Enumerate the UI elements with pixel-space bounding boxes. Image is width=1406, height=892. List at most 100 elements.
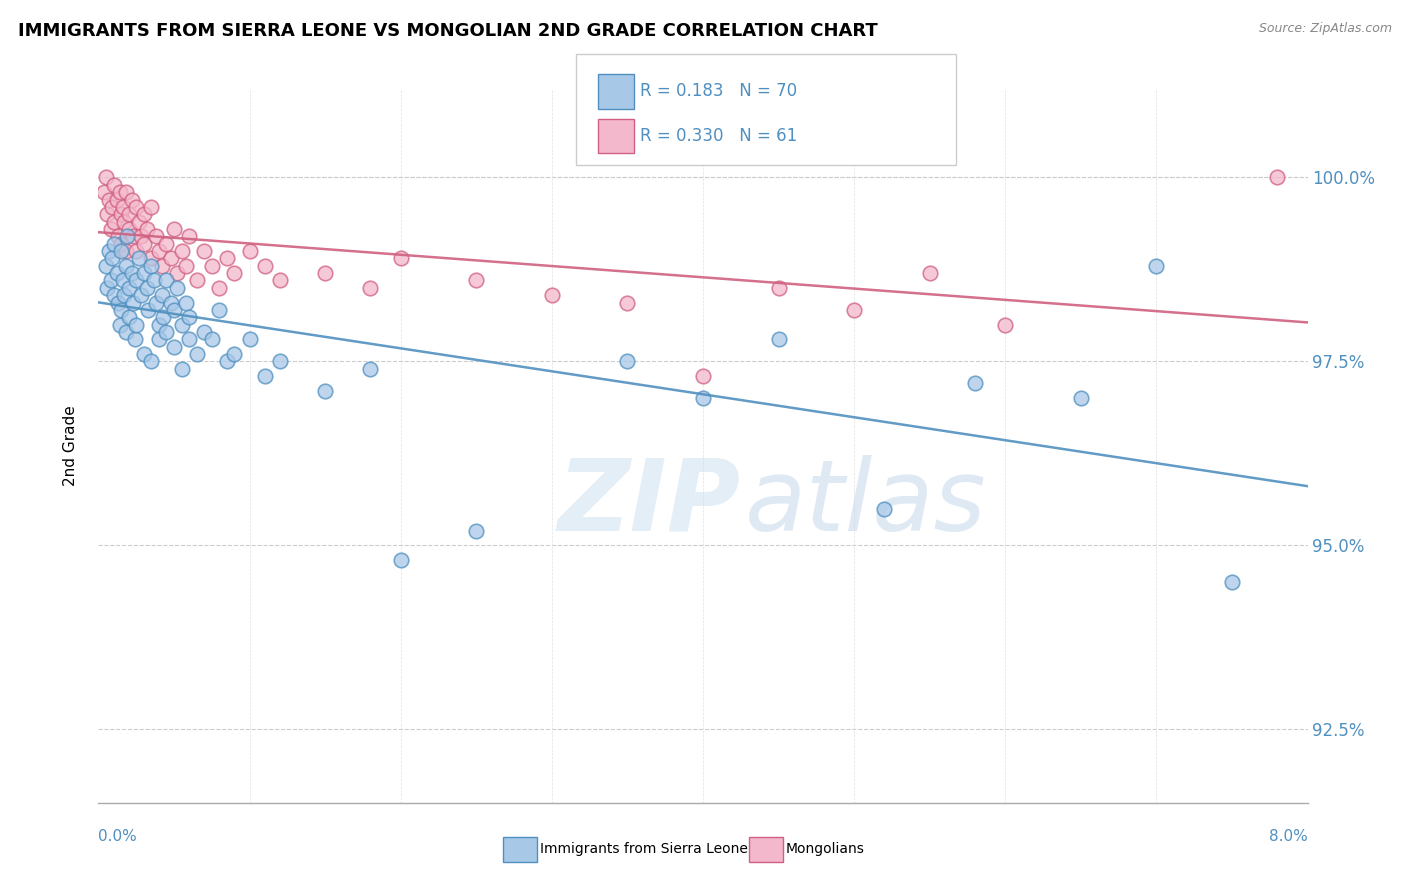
Point (150, 288, 173, 302)
Point (132, 347, 155, 361)
Point (122, 295, 145, 310)
Point (136, 302, 159, 317)
Point (239, 244, 262, 258)
Text: Immigrants from Sierra Leone: Immigrants from Sierra Leone (540, 842, 748, 856)
Point (125, 318, 148, 332)
Point (152, 310, 174, 325)
Point (166, 281, 188, 295)
Point (201, 332, 224, 346)
Point (844, 302, 866, 317)
Point (965, 376, 987, 391)
Point (114, 259, 136, 273)
Point (114, 244, 136, 258)
Point (174, 295, 197, 310)
Point (124, 332, 146, 346)
Point (616, 354, 638, 368)
Point (269, 354, 291, 368)
Point (768, 281, 790, 295)
Point (692, 369, 714, 384)
Point (103, 214, 125, 228)
Point (166, 266, 188, 280)
Point (101, 252, 124, 266)
Point (141, 200, 163, 214)
Point (768, 332, 790, 346)
Text: R = 0.330   N = 61: R = 0.330 N = 61 (640, 127, 797, 145)
Point (208, 302, 231, 317)
Text: R = 0.183   N = 70: R = 0.183 N = 70 (640, 82, 797, 100)
Point (155, 273, 177, 287)
Point (105, 266, 128, 280)
Text: 8.0%: 8.0% (1268, 830, 1308, 844)
Point (873, 501, 896, 516)
Point (121, 193, 143, 207)
Point (145, 229, 167, 244)
Point (215, 252, 238, 266)
Point (141, 252, 163, 266)
Point (112, 288, 135, 302)
Point (135, 281, 157, 295)
Point (179, 332, 201, 346)
Point (193, 244, 215, 258)
Point (239, 332, 262, 346)
Point (148, 318, 170, 332)
Point (193, 325, 215, 339)
Point (108, 185, 131, 199)
Point (1267, 170, 1289, 185)
Point (141, 259, 163, 273)
Point (314, 266, 336, 280)
Point (118, 222, 141, 236)
Point (96, 281, 118, 295)
Point (201, 259, 224, 273)
Text: ZIP: ZIP (558, 455, 741, 551)
Point (143, 273, 166, 287)
Point (114, 325, 136, 339)
Point (541, 288, 564, 302)
Point (101, 200, 124, 214)
Point (170, 318, 193, 332)
Point (616, 295, 638, 310)
Text: Mongolians: Mongolians (786, 842, 865, 856)
Point (186, 347, 208, 361)
Point (132, 207, 155, 221)
Point (100, 222, 122, 236)
Point (692, 391, 714, 405)
Point (110, 236, 132, 251)
Point (111, 273, 134, 287)
Y-axis label: 2nd Grade: 2nd Grade (63, 406, 77, 486)
Point (224, 266, 246, 280)
Point (111, 200, 134, 214)
Point (135, 222, 157, 236)
Point (163, 222, 186, 236)
Point (125, 200, 148, 214)
Point (132, 236, 155, 251)
Point (145, 295, 167, 310)
Point (128, 252, 150, 266)
Point (160, 295, 183, 310)
Point (224, 347, 246, 361)
Point (160, 252, 183, 266)
Point (118, 281, 141, 295)
Text: IMMIGRANTS FROM SIERRA LEONE VS MONGOLIAN 2ND GRADE CORRELATION CHART: IMMIGRANTS FROM SIERRA LEONE VS MONGOLIA… (18, 22, 877, 40)
Point (163, 302, 186, 317)
Point (179, 229, 201, 244)
Point (110, 207, 132, 221)
Point (389, 252, 412, 266)
Point (121, 266, 143, 280)
Point (208, 281, 231, 295)
Point (465, 524, 488, 538)
Point (186, 273, 208, 287)
Point (215, 354, 238, 368)
Point (1070, 391, 1092, 405)
Point (132, 266, 155, 280)
Point (105, 193, 128, 207)
Point (918, 266, 941, 280)
Point (125, 273, 148, 287)
Point (389, 553, 412, 567)
Point (128, 214, 150, 228)
Point (108, 318, 131, 332)
Point (122, 229, 145, 244)
Point (118, 310, 141, 325)
Point (163, 340, 186, 354)
Point (107, 295, 129, 310)
Point (129, 288, 152, 302)
